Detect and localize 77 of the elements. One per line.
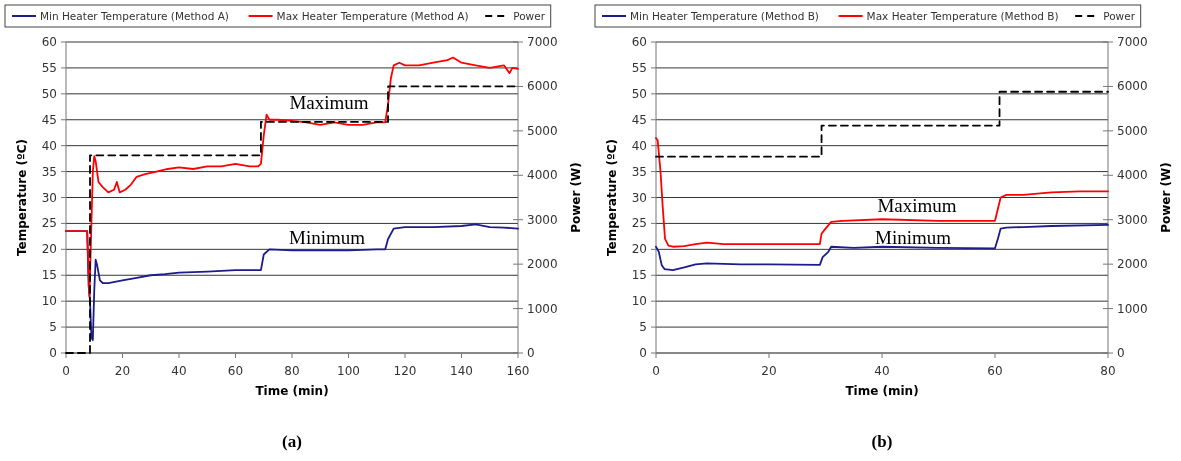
y-tick-label: 5: [49, 320, 57, 335]
y-tick-label: 10: [41, 294, 57, 309]
legend-label: Max Heater Temperature (Method A): [276, 10, 469, 22]
line-series: [655, 136, 1109, 248]
y2-tick-label: 6000: [527, 79, 558, 94]
y2-axis-title: Power (W): [569, 162, 583, 233]
y2-tick-label: 7000: [527, 35, 558, 49]
y2-tick-label: 5000: [1117, 123, 1148, 138]
y2-axis-title: Power (W): [1159, 162, 1173, 233]
y2-tick-label: 0: [527, 346, 535, 360]
line-series: [655, 224, 1109, 271]
x-tick-label: 20: [114, 364, 131, 378]
y-axis-title: Temperature (ºC): [605, 138, 619, 257]
legend-label: Power: [513, 10, 546, 22]
y-tick-label: 60: [41, 35, 57, 49]
x-tick-label: 80: [284, 364, 300, 378]
y2-tick-label: 4000: [527, 168, 558, 183]
y-tick-label: 0: [49, 346, 57, 360]
y-tick-label: 45: [41, 112, 57, 127]
y-tick-label: 10: [631, 294, 647, 309]
y2-tick-label: 5000: [527, 123, 558, 138]
y-tick-label: 20: [631, 242, 647, 257]
y-tick-label: 20: [41, 242, 57, 257]
y2-tick-label: 6000: [1117, 79, 1148, 94]
y-tick-label: 40: [631, 138, 647, 153]
x-tick-label: 100: [337, 364, 360, 378]
y2-tick-label: 4000: [1117, 168, 1148, 183]
y2-tick-label: 3000: [1117, 212, 1148, 227]
y-tick-label: 15: [41, 268, 57, 283]
y-tick-label: 0: [639, 346, 647, 360]
y-tick-label: 60: [631, 35, 647, 49]
y-tick-label: 40: [41, 138, 57, 153]
y2-tick-label: 2000: [1117, 257, 1148, 272]
annotation: Maximum: [289, 92, 369, 113]
annotation: Maximum: [877, 195, 957, 216]
y2-tick-label: 1000: [527, 301, 558, 316]
line-series: [65, 56, 519, 297]
annotation: Minimum: [874, 227, 952, 248]
y2-tick-label: 0: [1117, 346, 1125, 360]
x-tick-label: 60: [987, 364, 1003, 378]
y2-tick-label: 1000: [1117, 301, 1148, 316]
x-axis-title: Time (min): [255, 384, 329, 398]
x-tick-label: 0: [652, 364, 660, 378]
y-tick-label: 45: [631, 112, 647, 127]
y-tick-label: 25: [631, 216, 647, 231]
text: (b): [871, 432, 893, 451]
y-axis-title: Temperature (ºC): [15, 138, 29, 257]
x-tick-label: 40: [171, 364, 187, 378]
x-tick-label: 120: [393, 364, 417, 378]
y-tick-label: 5: [639, 320, 647, 335]
y-tick-label: 55: [41, 60, 57, 75]
y-tick-label: 50: [41, 86, 57, 101]
annotation: Minimum: [288, 227, 366, 248]
y2-tick-label: 3000: [527, 212, 558, 227]
x-axis-title: Time (min): [845, 384, 919, 398]
x-tick-label: 60: [227, 364, 244, 378]
legend-label: Power: [1103, 10, 1136, 22]
y2-tick-label: 2000: [527, 257, 558, 272]
x-tick-label: 140: [450, 364, 473, 378]
x-tick-label: 160: [506, 364, 530, 378]
y2-tick-label: 7000: [1117, 35, 1148, 49]
y-tick-label: 35: [631, 164, 647, 179]
y-tick-label: 50: [631, 86, 647, 101]
x-tick-label: 20: [761, 364, 777, 378]
legend-label: Min Heater Temperature (Method A): [40, 10, 229, 22]
y-tick-label: 35: [41, 164, 57, 179]
x-tick-label: 40: [874, 364, 890, 378]
y-tick-label: 55: [631, 60, 647, 75]
y-tick-label: 30: [41, 190, 57, 205]
legend-label: Min Heater Temperature (Method B): [630, 10, 819, 22]
text: (a): [282, 432, 302, 451]
y-tick-label: 30: [631, 190, 647, 205]
y-tick-label: 25: [41, 216, 57, 231]
y-tick-label: 15: [631, 268, 647, 283]
legend-label: Max Heater Temperature (Method B): [866, 10, 1059, 22]
x-tick-label: 0: [62, 364, 70, 378]
x-tick-label: 80: [1100, 364, 1116, 378]
